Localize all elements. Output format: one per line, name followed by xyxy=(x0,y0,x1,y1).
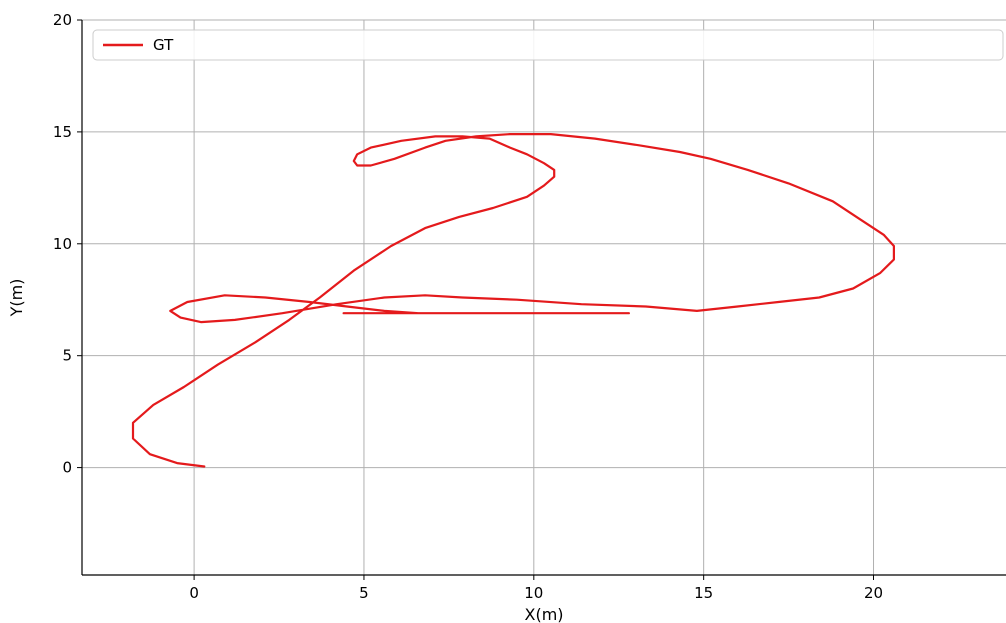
legend: GT xyxy=(92,29,1004,61)
series-lines xyxy=(131,133,895,468)
x-axis-label: X(m) xyxy=(524,605,563,623)
y-axis-label: Y(m) xyxy=(7,279,26,318)
x-tick-label: 20 xyxy=(864,584,883,602)
legend-entry-label: GT xyxy=(153,36,174,54)
x-tick-label: 5 xyxy=(359,584,369,602)
y-tick-label: 10 xyxy=(53,235,72,253)
y-tick-label: 5 xyxy=(62,347,72,365)
x-tick-label: 10 xyxy=(524,584,543,602)
grid-lines xyxy=(82,19,1006,575)
x-tick-label: 0 xyxy=(189,584,199,602)
axes xyxy=(81,20,1006,576)
y-tick-label: 0 xyxy=(62,459,72,477)
y-tick-label: 15 xyxy=(53,123,72,141)
legend-box xyxy=(92,29,1004,61)
x-tick-label: 15 xyxy=(694,584,713,602)
tick-labels: 0 5 10 15 20 0 5 10 15 20 xyxy=(53,11,883,602)
y-tick-label: 20 xyxy=(53,11,72,29)
series-line-gt xyxy=(131,133,895,468)
